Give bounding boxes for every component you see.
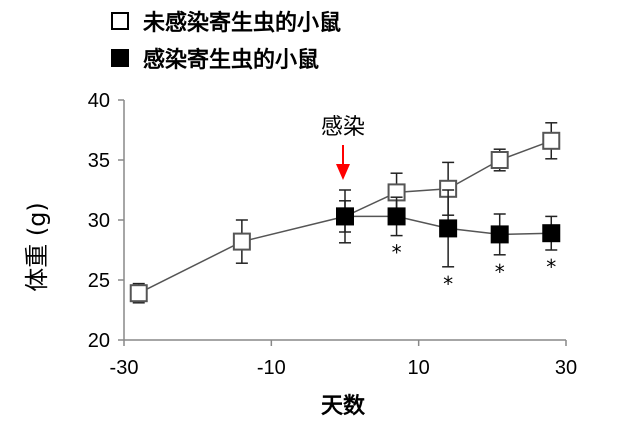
significance-star: * [392, 241, 402, 265]
x-tick-label: -30 [110, 357, 139, 379]
y-tick-label: 20 [88, 330, 110, 352]
y-tick-label: 40 [88, 90, 110, 112]
y-ticks: 20 25 30 35 40 [88, 90, 124, 352]
x-ticks: -30 -10 10 30 [110, 340, 577, 379]
data-point [129, 284, 148, 303]
data-point [232, 232, 251, 251]
y-tick-label: 35 [88, 150, 110, 172]
y-tick-label: 25 [88, 270, 110, 292]
data-point [387, 207, 406, 226]
axes: 20 25 30 35 40 -30 -10 10 30 [88, 90, 577, 379]
y-tick-label: 30 [88, 210, 110, 232]
series-infected [336, 189, 561, 268]
legend: 未感染寄生虫的小鼠 感染寄生虫的小鼠 [111, 10, 341, 73]
data-point [490, 225, 509, 244]
legend-marker-uninfected [111, 12, 129, 30]
legend-label-uninfected: 未感染寄生虫的小鼠 [143, 10, 341, 36]
legend-marker-infected [111, 49, 129, 67]
significance-marks: * * * * [392, 241, 557, 296]
data-point [490, 151, 509, 169]
data-point [336, 207, 354, 226]
significance-star: * [443, 272, 453, 296]
infection-label: 感染 [321, 115, 365, 140]
legend-label-infected: 感染寄生虫的小鼠 [143, 47, 319, 73]
infection-annotation: 感染 [321, 115, 365, 180]
series-layer [129, 122, 561, 304]
x-tick-label: -10 [257, 357, 286, 379]
data-point [542, 131, 561, 150]
data-point [439, 219, 458, 238]
x-axis-title: 天数 [321, 393, 366, 419]
x-tick-label: 30 [555, 357, 577, 379]
y-axis-title: 体重 (g) [23, 202, 51, 292]
significance-star: * [495, 260, 505, 284]
infection-arrow-head [336, 164, 350, 180]
data-point [542, 224, 561, 243]
significance-star: * [546, 255, 556, 279]
x-tick-label: 10 [408, 357, 430, 379]
